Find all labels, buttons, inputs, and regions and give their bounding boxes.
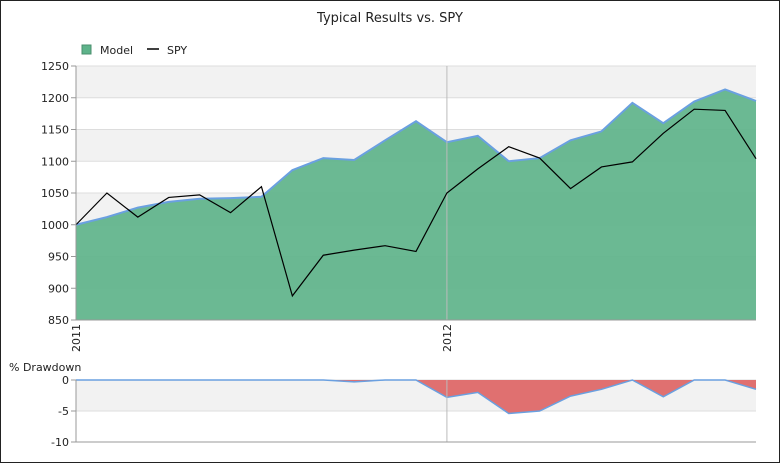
grid-band [76,66,756,98]
y-tick-label: 1100 [41,155,69,168]
y-tick-label: 1050 [41,187,69,200]
chart-title: Typical Results vs. SPY [316,11,463,26]
y-tick-label: -10 [51,436,69,449]
legend-model-label: Model [100,44,133,57]
drawdown-title: % Drawdown [9,361,81,374]
y-tick-label: 1250 [41,60,69,73]
y-tick-label: 0 [62,374,69,387]
x-tick-label: 2012 [441,324,454,352]
x-tick-label: 2011 [70,324,83,352]
drawdown-edge [76,379,757,415]
y-tick-label: 1150 [41,124,69,137]
spy-line [75,108,757,298]
drawdown-plot: 0 -5 -10 [51,374,757,449]
y-tick-label: 1200 [41,92,69,105]
y-tick-label: 950 [48,251,69,264]
y-tick-label: -5 [58,405,69,418]
y-tick-label: 1000 [41,219,69,232]
main-plot: 850 900 950 1000 1050 1100 1150 1200 1250 2011 201… [41,60,757,352]
y-tick-label: 850 [48,314,69,327]
model-area [76,89,756,321]
legend: Model SPY [81,44,187,57]
legend-model-swatch [81,44,92,55]
model-area-edge [75,88,757,226]
drawdown-area [76,380,756,414]
legend-spy-label: SPY [167,44,187,57]
y-tick-label: 900 [48,282,69,295]
